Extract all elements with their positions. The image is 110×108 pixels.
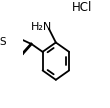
Text: H₂N: H₂N bbox=[31, 22, 53, 32]
Text: S: S bbox=[0, 37, 6, 47]
Text: HCl: HCl bbox=[72, 1, 92, 14]
